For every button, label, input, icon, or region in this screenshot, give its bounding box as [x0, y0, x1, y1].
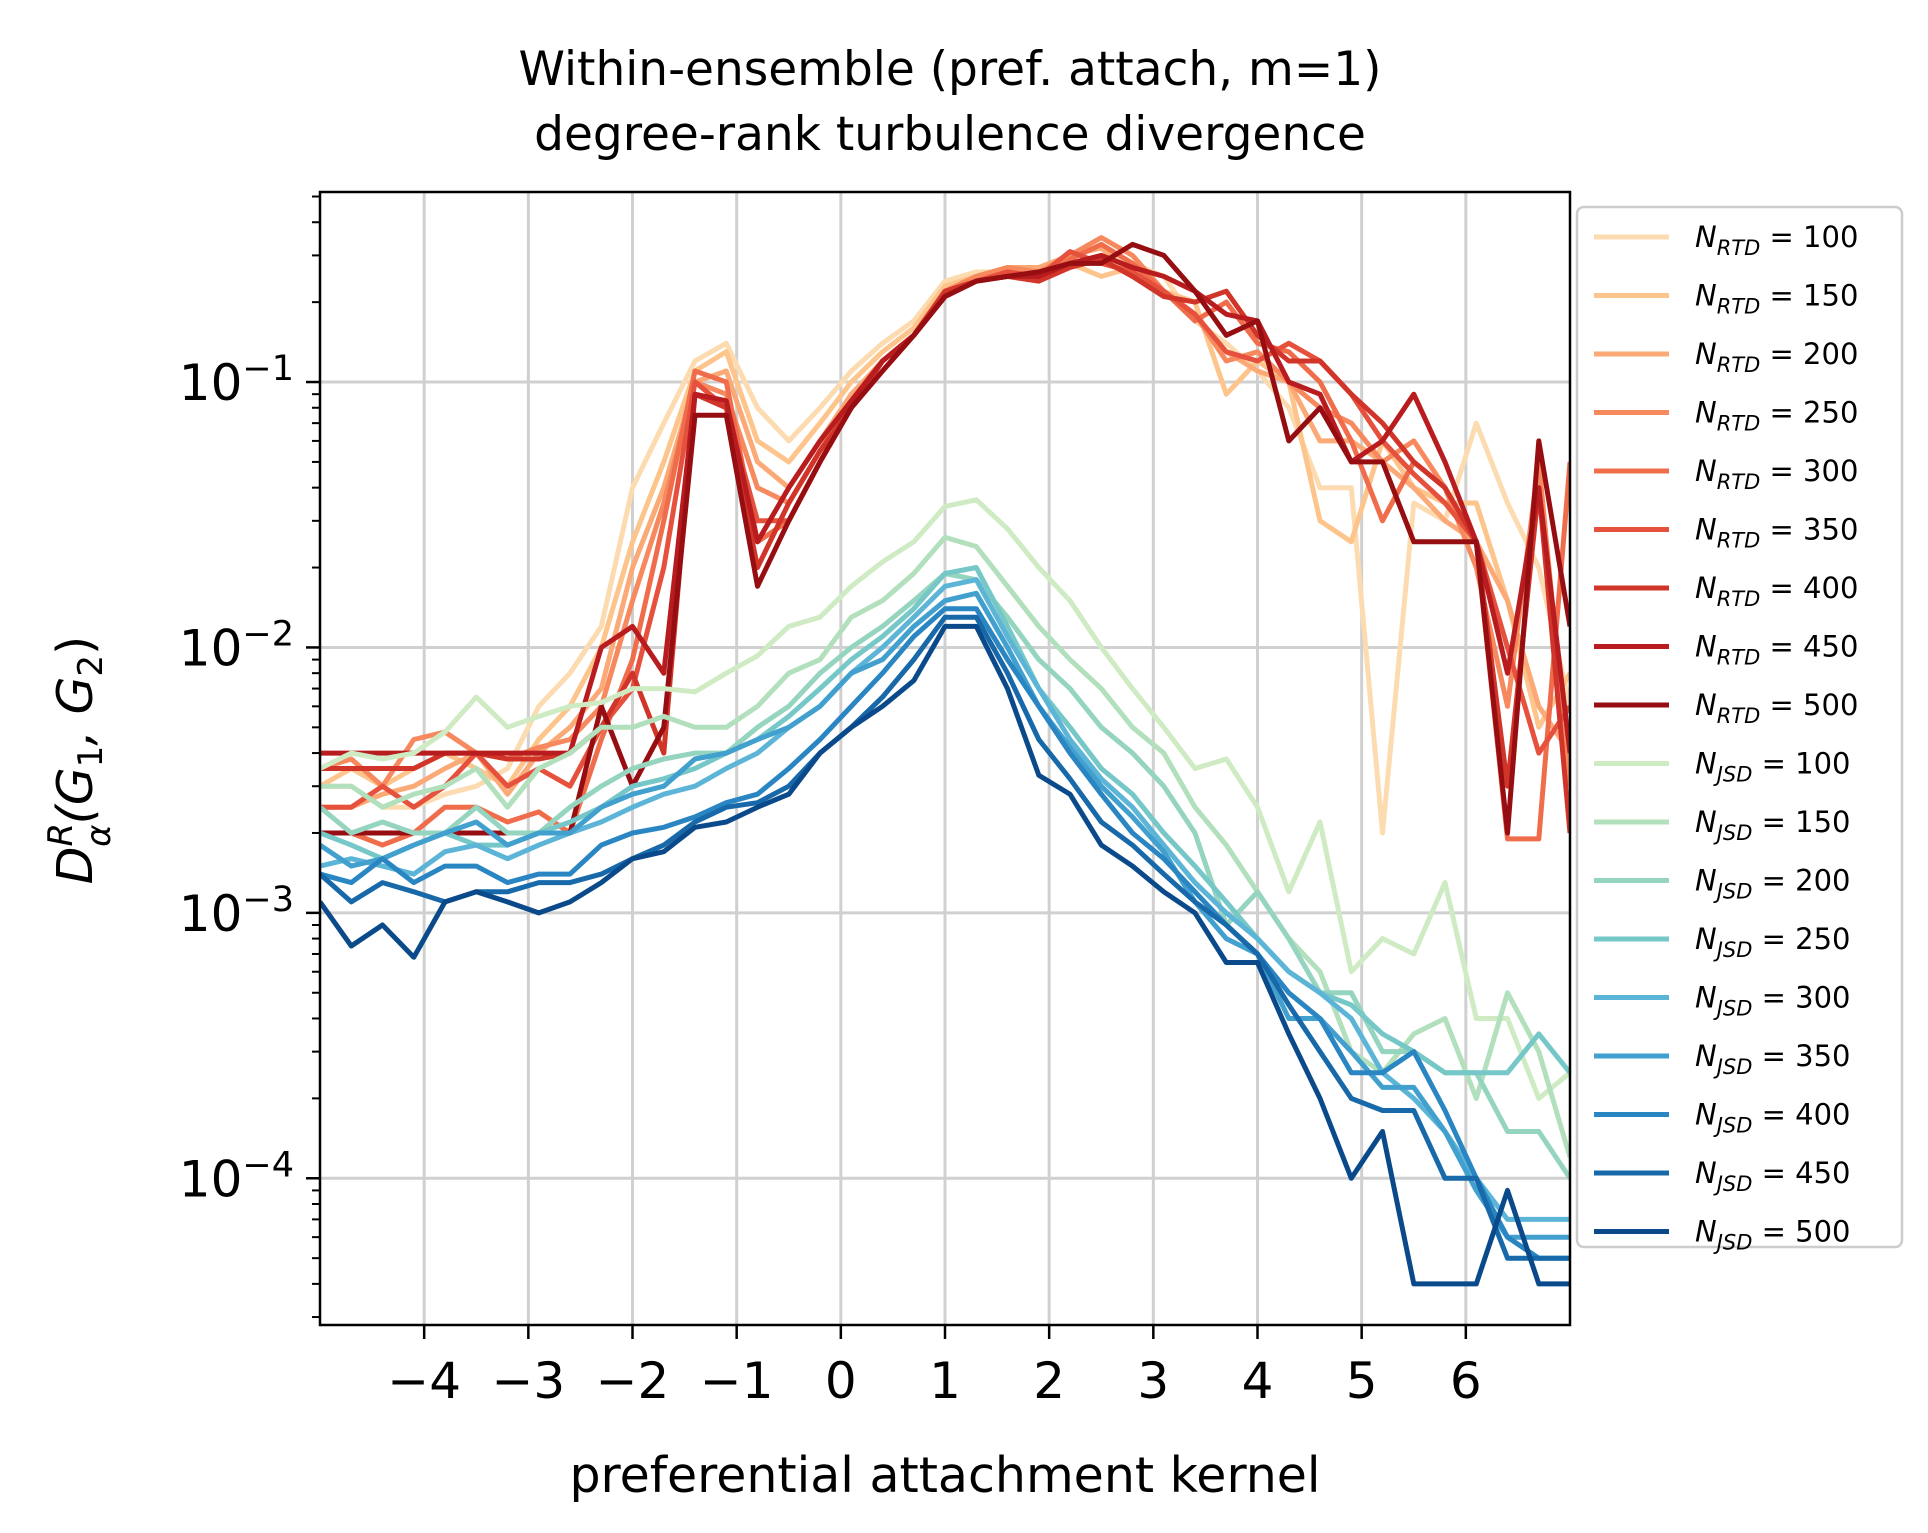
y-minor-ticks: [312, 195, 320, 1319]
series-line-rtd-400: [320, 256, 1570, 834]
series-line-jsd-350: [320, 590, 1570, 1240]
x-tick-label: 4: [1242, 1352, 1274, 1410]
y-axis-label: DRα(G1, G2): [41, 636, 119, 884]
legend-label: NJSD = 500: [1695, 1215, 1851, 1255]
legend-label: NRTD = 100: [1695, 220, 1858, 260]
x-tick-label: 1: [929, 1352, 961, 1410]
x-tick-label: 6: [1450, 1352, 1482, 1410]
series-line-rtd-100: [320, 252, 1570, 836]
series-line-jsd-300: [320, 577, 1570, 1222]
series-line-jsd-150: [320, 534, 1570, 1159]
series-line-jsd-500: [320, 623, 1570, 1287]
y-tick-label: 10−3: [179, 880, 294, 943]
legend-label: NRTD = 200: [1695, 337, 1858, 377]
x-tick-label: −2: [596, 1352, 670, 1410]
legend-label: NRTD = 500: [1695, 688, 1858, 728]
y-tick-label: 10−4: [179, 1145, 294, 1208]
x-tick-label: 0: [825, 1352, 857, 1410]
series-line-jsd-400: [320, 606, 1570, 1261]
chart-title: Within-ensemble (pref. attach, m=1): [519, 42, 1382, 97]
legend-label: NRTD = 250: [1695, 396, 1858, 436]
x-tick-label: −4: [387, 1352, 461, 1410]
series-line-jsd-450: [320, 614, 1570, 1261]
x-axis-label: preferential attachment kernel: [569, 1447, 1320, 1504]
x-tick-label: −1: [700, 1352, 774, 1410]
legend-label: NJSD = 400: [1695, 1098, 1851, 1138]
legend-label: NRTD = 150: [1695, 279, 1858, 319]
y-axis-ticks: 10−1 10−2 10−3 10−4: [179, 349, 320, 1208]
x-tick-label: −3: [491, 1352, 565, 1410]
series-layer: [320, 235, 1570, 1287]
series-line-jsd-100: [320, 497, 1570, 1101]
legend-label: NJSD = 200: [1695, 864, 1851, 904]
legend-label: NJSD = 100: [1695, 747, 1851, 787]
x-tick-label: 2: [1033, 1352, 1065, 1410]
legend-label: NJSD = 350: [1695, 1039, 1851, 1079]
legend-label: NRTD = 350: [1695, 513, 1858, 553]
y-tick-label: 10−1: [179, 349, 294, 412]
legend-label: NJSD = 300: [1695, 981, 1851, 1021]
legend: NRTD = 100 NRTD = 150 NRTD = 200 NRTD = 250…: [1575, 205, 1904, 1255]
y-tick-label: 10−2: [179, 614, 294, 677]
x-tick-label: 3: [1137, 1352, 1169, 1410]
grid-lines: [320, 192, 1570, 1325]
legend-box: [1575, 205, 1904, 1249]
legend-label: NJSD = 450: [1695, 1156, 1851, 1196]
x-tick-label: 5: [1346, 1352, 1378, 1410]
legend-label: NJSD = 150: [1695, 805, 1851, 845]
legend-label: NRTD = 400: [1695, 571, 1858, 611]
legend-label: NRTD = 300: [1695, 454, 1858, 494]
legend-label: NJSD = 250: [1695, 922, 1851, 962]
chart-subtitle: degree-rank turbulence divergence: [534, 107, 1366, 162]
x-axis-ticks: −4 −3 −2 −1 0 1 2 3 4 5 6: [387, 1325, 1482, 1410]
legend-label: NRTD = 450: [1695, 630, 1858, 670]
